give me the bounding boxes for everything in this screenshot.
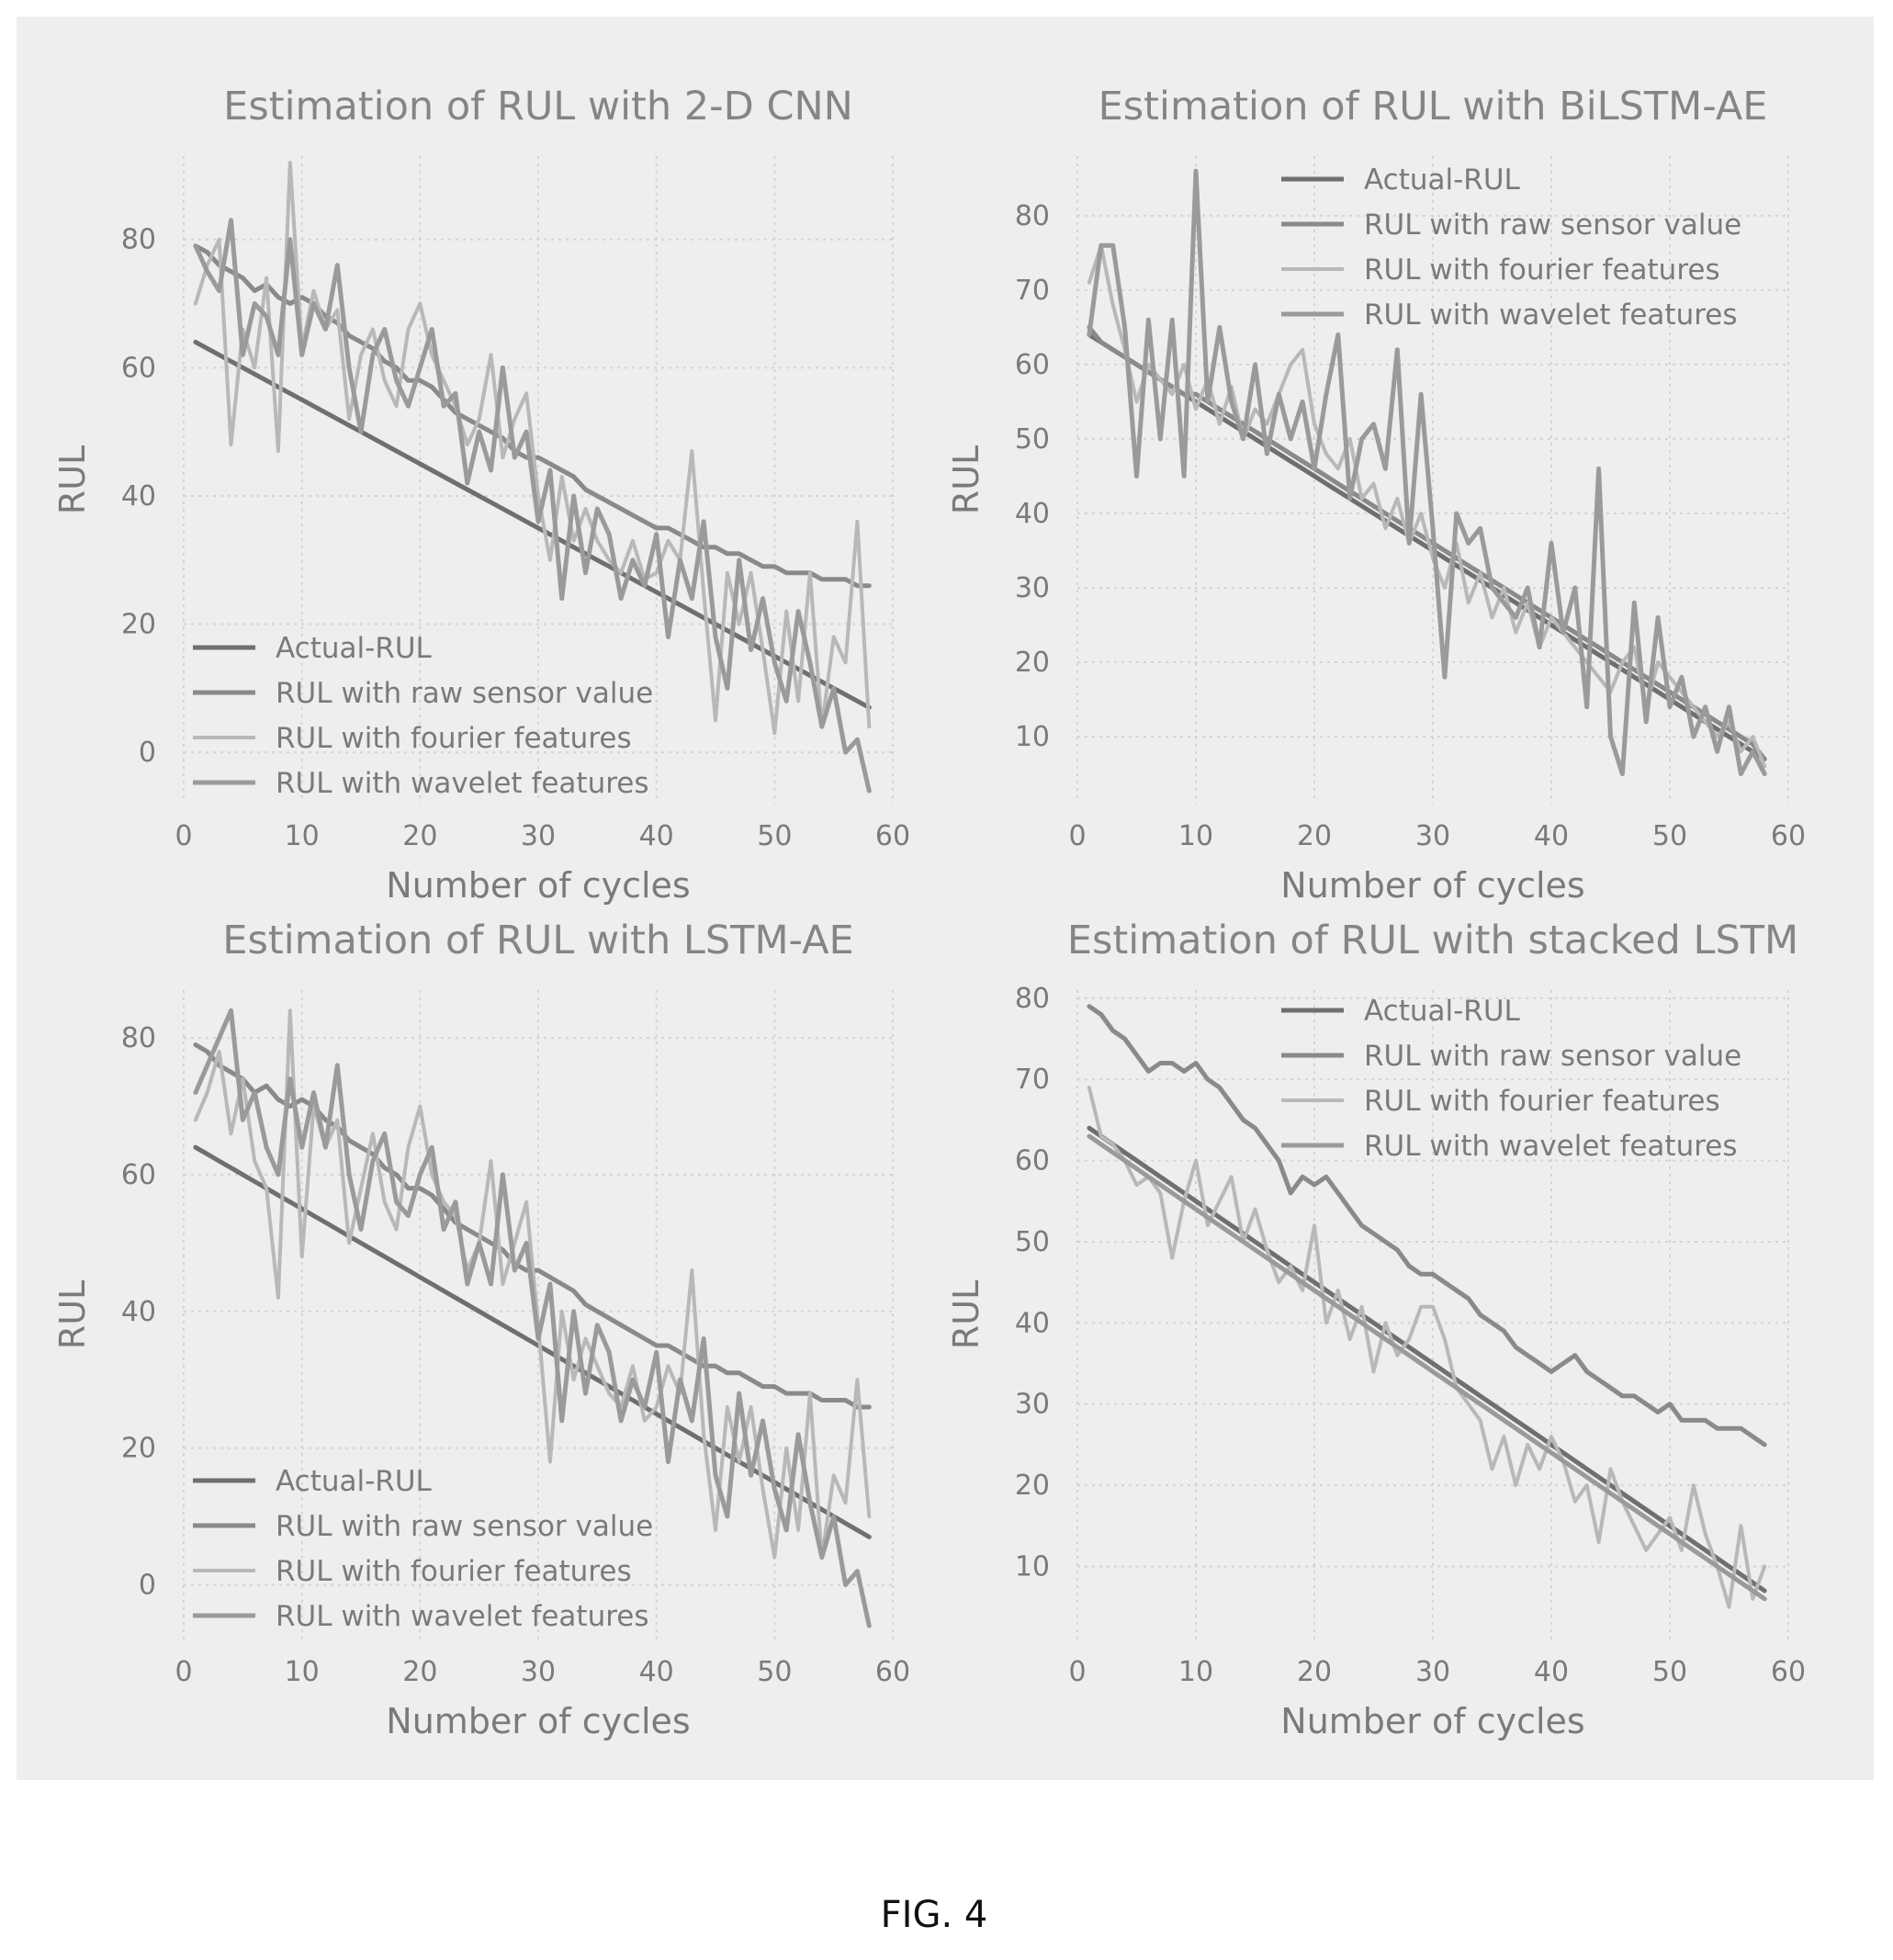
x-tick-label: 50 — [757, 820, 792, 852]
legend-label-fourier: RUL with fourier features — [1364, 253, 1720, 287]
x-tick-label: 30 — [521, 1656, 556, 1688]
legend-label-actual-rul: Actual-RUL — [1364, 163, 1521, 197]
y-tick-label: 80 — [121, 1022, 156, 1054]
series-line-actual-rul — [193, 339, 872, 710]
x-axis-label: Number of cycles — [386, 865, 690, 906]
y-tick-label: 60 — [121, 352, 156, 384]
series-line-actual-rul — [193, 1144, 872, 1539]
y-tick-label: 70 — [1015, 275, 1050, 307]
x-tick-label: 60 — [875, 820, 910, 852]
chart-title: Estimation of RUL with stacked LSTM — [1067, 918, 1798, 963]
x-tick-label: 20 — [1297, 1656, 1332, 1688]
x-axis-label: Number of cycles — [1280, 865, 1584, 906]
x-tick-label: 10 — [285, 1656, 320, 1688]
series-line-raw-sensor — [1087, 1004, 1767, 1447]
legend-label-wavelet: RUL with wavelet features — [1364, 299, 1738, 332]
x-tick-label: 20 — [1297, 820, 1332, 852]
x-tick-label: 60 — [1771, 820, 1806, 852]
x-tick-label: 0 — [1068, 820, 1086, 852]
y-tick-label: 60 — [121, 1159, 156, 1191]
x-tick-label: 40 — [1534, 1656, 1569, 1688]
y-axis-label: RUL — [52, 1280, 93, 1349]
chart-lstm-ae: Estimation of RUL with LSTM-AE 0 10 20 30 40 5… — [52, 918, 910, 1741]
y-tick-label: 20 — [121, 1433, 156, 1465]
y-tick-label: 50 — [1015, 1226, 1050, 1258]
y-tick-label: 20 — [121, 609, 156, 641]
chart-bilstm-ae: Estimation of RUL with BiLSTM-AE 0 10 20 30 4… — [946, 84, 1806, 906]
y-axis-label: RUL — [52, 445, 93, 514]
series-line-wavelet — [193, 1008, 872, 1628]
x-tick-label: 30 — [1415, 820, 1450, 852]
y-tick-label: 20 — [1015, 647, 1050, 679]
y-axis-label: RUL — [946, 445, 986, 514]
legend-label-wavelet: RUL with wavelet features — [276, 1600, 649, 1633]
legend-label-wavelet: RUL with wavelet features — [276, 767, 649, 800]
legend-label-raw-sensor: RUL with raw sensor value — [1364, 1040, 1741, 1073]
y-tick-label: 50 — [1015, 423, 1050, 456]
x-tick-label: 40 — [1534, 820, 1569, 852]
y-tick-label: 20 — [1015, 1470, 1050, 1502]
y-tick-label: 30 — [1015, 1389, 1050, 1421]
figure-caption: FIG. 4 — [881, 1894, 988, 1936]
chart-title: Estimation of RUL with BiLSTM-AE — [1099, 84, 1768, 130]
y-tick-label: 70 — [1015, 1064, 1050, 1096]
x-tick-label: 0 — [175, 1656, 192, 1688]
x-tick-label: 10 — [285, 820, 320, 852]
legend-label-fourier: RUL with fourier features — [1364, 1085, 1720, 1118]
x-tick-label: 60 — [875, 1656, 910, 1688]
x-axis-label: Number of cycles — [386, 1701, 690, 1741]
y-tick-label: 10 — [1015, 1550, 1050, 1583]
x-tick-label: 30 — [1415, 1656, 1450, 1688]
legend-label-raw-sensor: RUL with raw sensor value — [276, 1510, 653, 1543]
x-tick-label: 50 — [1652, 1656, 1687, 1688]
y-tick-label: 0 — [139, 1569, 156, 1601]
y-tick-label: 30 — [1015, 572, 1050, 604]
x-axis-label: Number of cycles — [1280, 1701, 1584, 1741]
y-tick-label: 0 — [139, 737, 156, 769]
chart-title: Estimation of RUL with 2-D CNN — [223, 84, 853, 130]
x-tick-label: 40 — [639, 820, 674, 852]
legend-label-wavelet: RUL with wavelet features — [1364, 1130, 1738, 1163]
legend-label-actual-rul: Actual-RUL — [276, 632, 433, 665]
y-axis-label: RUL — [946, 1280, 986, 1349]
y-tick-label: 60 — [1015, 1145, 1050, 1177]
x-tick-label: 30 — [521, 820, 556, 852]
x-tick-label: 10 — [1178, 1656, 1213, 1688]
legend-label-actual-rul: Actual-RUL — [1364, 995, 1521, 1028]
legend-label-fourier: RUL with fourier features — [276, 722, 632, 755]
x-tick-label: 40 — [639, 1656, 674, 1688]
y-tick-label: 40 — [121, 1296, 156, 1328]
x-tick-label: 50 — [1652, 820, 1687, 852]
series-line-wavelet — [1087, 1133, 1767, 1602]
chart-2d-cnn: Estimation of RUL with 2-D CNN 0 10 20 30 40 5… — [52, 84, 910, 906]
x-tick-label: 0 — [175, 820, 192, 852]
x-tick-label: 20 — [402, 1656, 437, 1688]
x-tick-label: 50 — [757, 1656, 792, 1688]
legend-label-fourier: RUL with fourier features — [276, 1555, 632, 1588]
x-tick-label: 20 — [402, 820, 437, 852]
y-tick-label: 40 — [121, 480, 156, 513]
legend-label-raw-sensor: RUL with raw sensor value — [1364, 208, 1741, 242]
series-line-wavelet — [193, 218, 872, 794]
y-tick-label: 40 — [1015, 1307, 1050, 1339]
legend-label-raw-sensor: RUL with raw sensor value — [276, 677, 653, 710]
y-tick-label: 80 — [121, 224, 156, 256]
y-tick-label: 10 — [1015, 721, 1050, 753]
x-tick-label: 0 — [1068, 1656, 1086, 1688]
series-line-wavelet — [1087, 168, 1767, 777]
y-tick-label: 80 — [1015, 200, 1050, 232]
y-tick-label: 60 — [1015, 349, 1050, 381]
chart-stacked-lstm: Estimation of RUL with stacked LSTM 0 10 20… — [946, 918, 1806, 1741]
y-tick-label: 40 — [1015, 498, 1050, 530]
legend-label-actual-rul: Actual-RUL — [276, 1465, 433, 1498]
x-tick-label: 60 — [1771, 1656, 1806, 1688]
chart-title: Estimation of RUL with LSTM-AE — [222, 918, 853, 963]
series-line-fourier — [1087, 1086, 1767, 1609]
y-tick-label: 80 — [1015, 983, 1050, 1015]
series-line-actual-rul — [1087, 1125, 1767, 1594]
x-tick-label: 10 — [1178, 820, 1213, 852]
